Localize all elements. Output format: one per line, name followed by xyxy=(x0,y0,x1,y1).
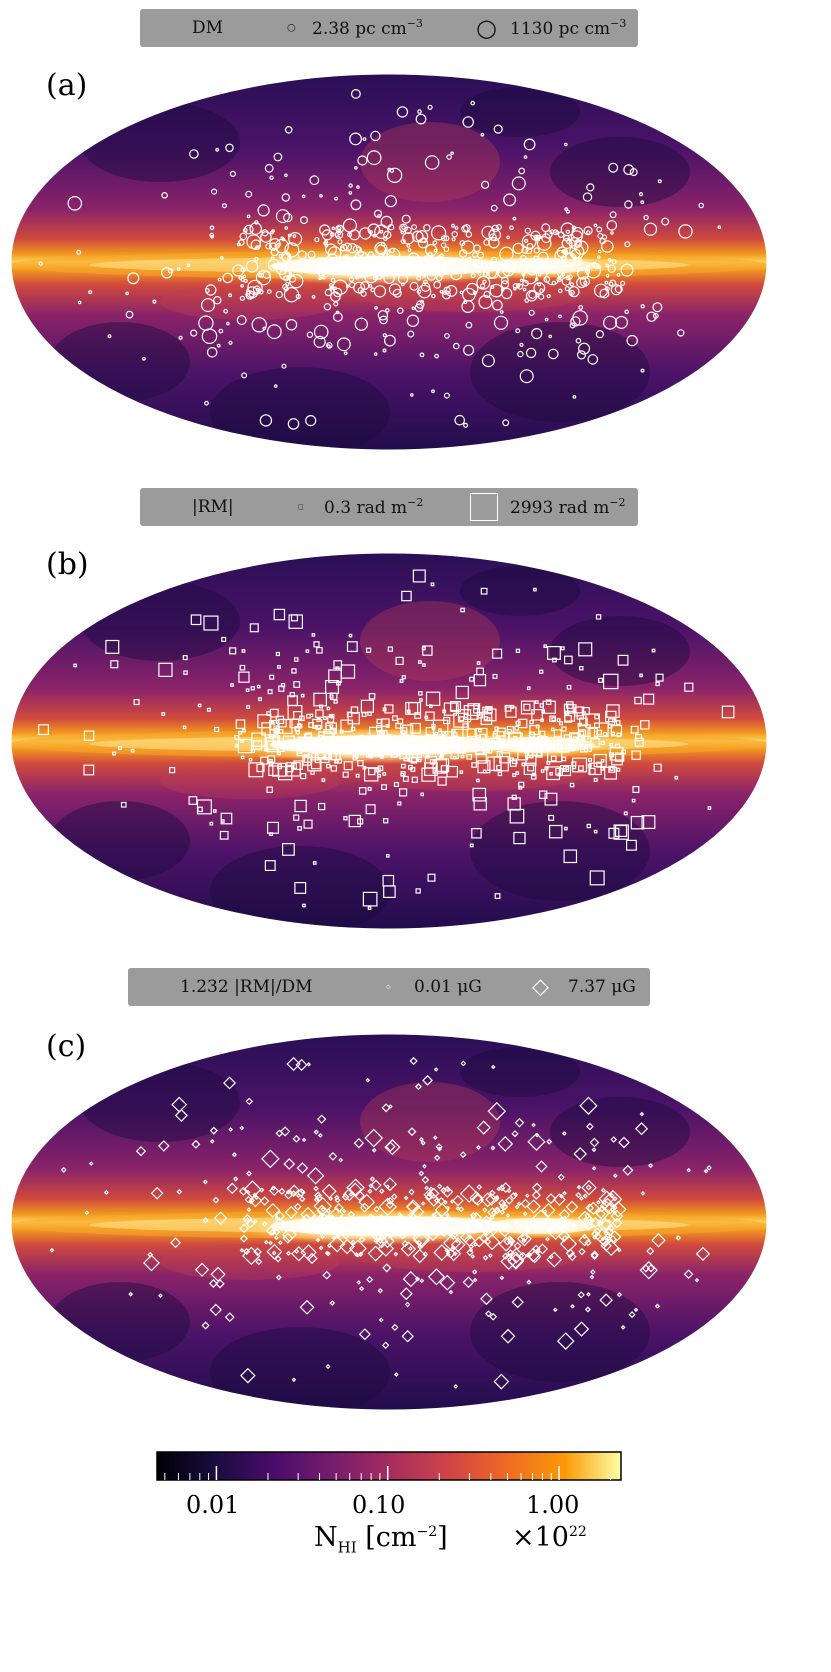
legend-a: DM ○ 2.38 pc cm−3 ○ 1130 pc cm−3 xyxy=(140,9,638,47)
legend-a-min-label: 2.38 pc cm−3 xyxy=(312,17,423,39)
legend-b-min-marker: □ xyxy=(298,503,304,511)
legend-c-min-label: 0.01 μG xyxy=(414,977,482,997)
legend-b-max-marker xyxy=(470,493,498,521)
legend-a-min-marker: ○ xyxy=(287,22,296,34)
legend-c: 1.232 |RM|/DM ◇ 0.01 μG ◇ 7.37 μG xyxy=(128,968,650,1006)
markers-dm xyxy=(38,88,722,430)
panel-label-c: (c) xyxy=(46,1029,87,1064)
colorbar-tick-2: 1.00 xyxy=(526,1491,580,1519)
markers-rm xyxy=(38,569,735,911)
legend-a-quantity: DM xyxy=(192,18,224,38)
legend-c-max-label: 7.37 μG xyxy=(568,977,636,997)
legend-a-max-marker: ○ xyxy=(476,14,497,42)
legend-c-max-marker: ◇ xyxy=(532,974,549,1000)
legend-c-quantity: 1.232 |RM|/DM xyxy=(180,977,313,997)
colorbar-ticks xyxy=(164,1466,612,1480)
colorbar xyxy=(156,1451,622,1481)
legend-a-max-label: 1130 pc cm−3 xyxy=(510,17,627,39)
colorbar-label: NHI [cm−2] xyxy=(314,1522,448,1557)
legend-b: |RM| □ 0.3 rad m−2 2993 rad m−2 xyxy=(140,488,638,526)
legend-b-quantity: |RM| xyxy=(192,497,234,517)
colorbar-tick-0: 0.01 xyxy=(186,1491,240,1519)
colorbar-multiplier: ×1022 xyxy=(512,1522,587,1553)
colorbar-tick-1: 0.10 xyxy=(352,1491,406,1519)
legend-c-min-marker: ◇ xyxy=(386,983,391,991)
legend-b-min-label: 0.3 rad m−2 xyxy=(324,496,424,518)
legend-b-max-label: 2993 rad m−2 xyxy=(510,496,626,518)
panel-label-b: (b) xyxy=(46,547,89,582)
markers-b-field xyxy=(49,1056,712,1390)
panel-label-a: (a) xyxy=(46,68,88,103)
